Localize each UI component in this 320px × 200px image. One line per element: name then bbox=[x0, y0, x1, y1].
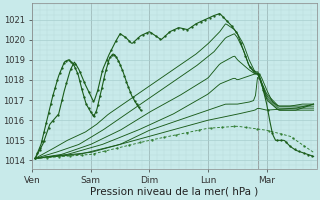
X-axis label: Pression niveau de la mer( hPa ): Pression niveau de la mer( hPa ) bbox=[90, 187, 259, 197]
